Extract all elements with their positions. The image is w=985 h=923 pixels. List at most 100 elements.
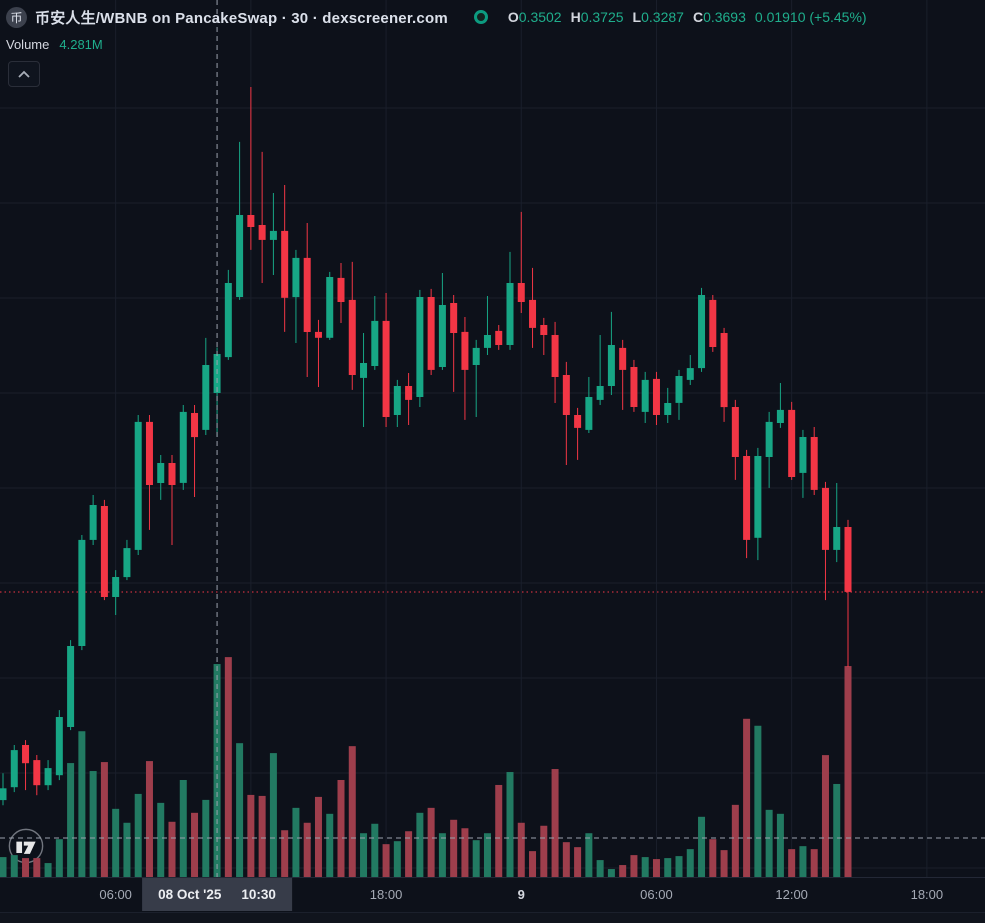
volume-bar (529, 851, 537, 877)
volume-bar (269, 753, 277, 877)
candle-body (596, 386, 604, 400)
volume-bar (821, 755, 829, 877)
candle-body (123, 548, 131, 578)
candle-body (461, 331, 469, 370)
volume-bar (78, 731, 86, 877)
candle-body (844, 527, 852, 592)
time-tick-label: 12:00 (775, 887, 808, 902)
candle-body (292, 257, 300, 298)
candle-body (776, 409, 784, 423)
candle-body (247, 215, 255, 227)
volume-bar (630, 855, 638, 877)
volume-bar (743, 718, 751, 877)
collapse-pane-button[interactable] (8, 61, 40, 87)
candle-body (483, 335, 491, 348)
volume-bar (585, 833, 593, 877)
candle-body (337, 277, 345, 302)
candle-body (664, 403, 672, 415)
candle-body (833, 527, 841, 550)
volume-bar (22, 858, 30, 877)
volume-bar (472, 840, 480, 877)
candlestick-chart[interactable] (0, 0, 985, 877)
candle-body (89, 505, 97, 540)
candle-body (416, 297, 424, 397)
time-axis[interactable]: 08 Oct '25 10:30 06:00 18:00 9 06:00 12:00 18… (0, 877, 985, 913)
candle-body (810, 437, 818, 490)
candle-body (641, 379, 649, 412)
volume-bar (720, 850, 728, 877)
candle-body (0, 788, 7, 801)
crosshair-time: 10:30 (241, 887, 276, 902)
candle-body (202, 365, 210, 430)
time-tick-label: 9 (517, 887, 525, 902)
candle-body (179, 411, 187, 483)
volume-bar (303, 822, 311, 877)
volume-bar (202, 799, 210, 877)
volume-bar (371, 823, 379, 877)
candle-body (303, 257, 311, 332)
candle-body (495, 330, 503, 345)
volume-bar (596, 860, 604, 877)
change-value: 0.01910 (+5.45%) (754, 9, 867, 25)
volume-bar (382, 844, 390, 877)
volume-bar (89, 771, 97, 877)
time-tick-label: 18:00 (910, 887, 944, 902)
volume-bar (664, 858, 672, 877)
volume-bar (281, 830, 289, 877)
volume-bar (405, 831, 413, 877)
volume-bar (450, 819, 458, 877)
volume-bar (698, 816, 706, 877)
volume-bar (506, 772, 514, 877)
candles-layer (0, 87, 852, 806)
candle-body (10, 750, 18, 788)
candle-body (630, 367, 638, 407)
volume-bar (731, 804, 739, 877)
volume-bar (540, 825, 548, 877)
candle-body (314, 331, 322, 338)
high-value: 0.3725 (580, 9, 624, 25)
volume-bar (67, 763, 75, 877)
volume-bar (145, 761, 153, 877)
candle-body (258, 225, 266, 240)
low-label: L (632, 9, 642, 25)
volume-bar (179, 779, 187, 877)
volume-bar (191, 812, 199, 877)
market-status-dot-icon (473, 10, 488, 24)
candle-body (686, 368, 694, 380)
volume-bar (393, 841, 401, 877)
volume-bar (224, 657, 232, 877)
volume-bar (461, 828, 469, 877)
crosshair-time-label: 08 Oct '25 10:30 (142, 878, 292, 911)
volume-bar (100, 762, 108, 877)
candle-body (754, 456, 762, 538)
volume-bar (765, 809, 773, 877)
candle-body (698, 295, 706, 369)
candle-body (765, 421, 773, 457)
volume-bar (619, 865, 627, 877)
low-value: 0.3287 (641, 9, 684, 25)
candle-body (731, 407, 739, 457)
candle-body (44, 768, 52, 786)
candle-body (112, 577, 120, 597)
volume-bar (675, 856, 683, 877)
candle-body (799, 437, 807, 473)
volume-bar (10, 855, 18, 877)
chart-title[interactable]: 币安人生/WBNB on PancakeSwap · 30 · dexscree… (35, 9, 448, 27)
volume-bar (213, 664, 221, 877)
candle-body (360, 363, 368, 378)
candle-body (574, 415, 582, 428)
volume-bar (833, 783, 841, 877)
legend: 币 币安人生/WBNB on PancakeSwap · 30 · dexscr… (6, 6, 867, 53)
candle-body (100, 506, 108, 597)
candle-body (145, 421, 153, 485)
volume-bar (495, 784, 503, 877)
volume-bar (292, 807, 300, 877)
candle-body (393, 386, 401, 415)
time-tick-label: 06:00 (640, 887, 673, 902)
volume-bar (776, 813, 784, 877)
volume-bar (652, 859, 660, 877)
volume-bar (236, 743, 244, 877)
volume-bar (416, 812, 424, 877)
candle-body (788, 409, 796, 477)
